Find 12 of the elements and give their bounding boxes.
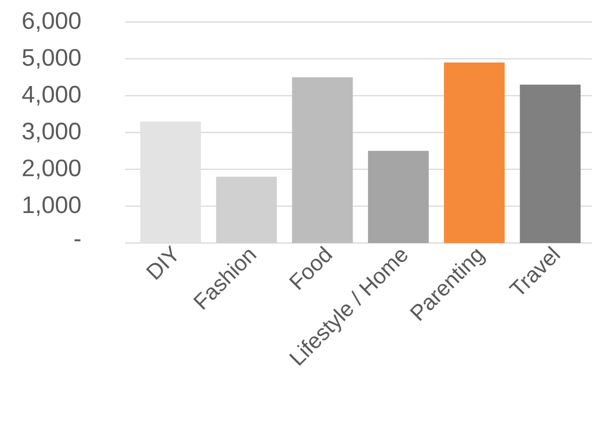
y-tick-label: 6,000 <box>22 12 81 32</box>
y-tick-label: 1,000 <box>23 196 81 216</box>
y-tick-label: 3,000 <box>22 122 81 142</box>
y-tick-label: 4,000 <box>22 86 81 106</box>
y-tick-label: 5,000 <box>22 48 81 69</box>
bar <box>520 84 581 243</box>
x-tick-label: DIY <box>146 245 177 280</box>
y-tick-label: - <box>74 239 80 242</box>
bar <box>444 62 505 243</box>
bar <box>292 77 353 243</box>
bar <box>368 150 429 243</box>
y-tick-label: 2,000 <box>22 159 81 180</box>
